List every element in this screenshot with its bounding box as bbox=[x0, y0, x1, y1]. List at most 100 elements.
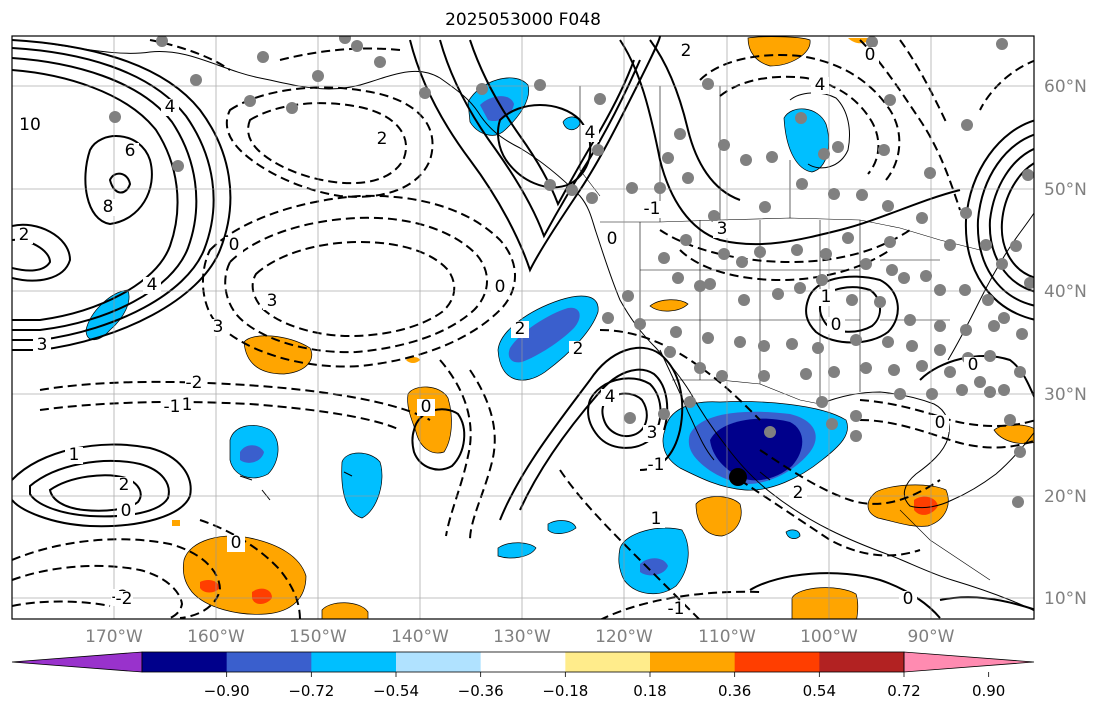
station-dot bbox=[257, 51, 269, 63]
longitude-label: 130°W bbox=[493, 627, 551, 647]
station-dot bbox=[624, 412, 636, 424]
colorbar-tick-label: 0.72 bbox=[887, 682, 920, 700]
positive-area bbox=[791, 587, 859, 619]
station-dot bbox=[816, 396, 828, 408]
positive-area bbox=[649, 299, 689, 312]
contour-label: 3 bbox=[647, 423, 658, 443]
station-dot bbox=[602, 312, 614, 324]
station-dot bbox=[988, 320, 1000, 332]
contour-positive bbox=[108, 172, 132, 194]
contour-negative bbox=[699, 54, 901, 181]
contour-label-bg bbox=[581, 125, 599, 142]
station-dot bbox=[860, 362, 872, 374]
contour-positive bbox=[12, 223, 72, 282]
station-dot bbox=[658, 408, 670, 420]
station-dot bbox=[984, 386, 996, 398]
longitude-labels: 170°W 160°W 150°W 140°W 130°W 120°W 110°W 100°W… bbox=[85, 627, 955, 647]
contour-positive bbox=[964, 119, 1034, 321]
station-dot bbox=[974, 376, 986, 388]
contour-label: 0 bbox=[229, 235, 240, 255]
border-alaska-canada bbox=[579, 86, 601, 197]
station-dot bbox=[916, 360, 928, 372]
station-dot bbox=[351, 40, 363, 52]
positive-core bbox=[252, 588, 272, 604]
station-dot bbox=[984, 350, 996, 362]
contour-negative bbox=[859, 39, 961, 211]
contour-label: 2 bbox=[515, 319, 526, 339]
contour-positive bbox=[749, 572, 941, 619]
station-dot bbox=[586, 192, 598, 204]
positive-area bbox=[172, 520, 180, 526]
station-dot bbox=[672, 272, 684, 284]
colorbar-tick-label: 0.54 bbox=[803, 682, 836, 700]
negative-core bbox=[710, 418, 803, 481]
contour-label: 1 bbox=[69, 445, 80, 465]
contour-label-bg bbox=[115, 591, 133, 608]
contour-positive bbox=[818, 286, 881, 333]
station-dot bbox=[846, 294, 858, 306]
contour-label: 1 bbox=[651, 509, 662, 529]
station-dot bbox=[716, 370, 728, 382]
contour-label: 4 bbox=[147, 275, 158, 295]
station-dot bbox=[856, 189, 868, 201]
contour-label-bg bbox=[161, 99, 179, 116]
station-dot bbox=[682, 172, 694, 184]
contour-negative bbox=[899, 39, 947, 123]
contour-negative bbox=[247, 102, 407, 185]
station-dot bbox=[820, 248, 832, 260]
contour-label-bg bbox=[263, 293, 281, 310]
colorbar-segment bbox=[650, 652, 736, 672]
station-dot bbox=[944, 366, 956, 378]
station-dot bbox=[812, 342, 824, 354]
contour-label-bg bbox=[33, 337, 51, 354]
contour-label-bg bbox=[15, 227, 33, 244]
station-dot bbox=[961, 119, 973, 131]
contour-label: -2 bbox=[186, 373, 203, 393]
contour-negative bbox=[201, 194, 516, 368]
station-dot bbox=[718, 139, 730, 151]
positive-core bbox=[200, 580, 220, 593]
contour-label-bg bbox=[115, 477, 133, 494]
station-dot bbox=[882, 200, 894, 212]
station-dot bbox=[738, 294, 750, 306]
contour-label-bg bbox=[373, 131, 391, 148]
station-dot bbox=[622, 290, 634, 302]
station-dot bbox=[684, 396, 696, 408]
map-panel: 108644320332-2-1-1-21200024022430-11-140… bbox=[12, 36, 1034, 619]
contour-positive bbox=[919, 355, 1034, 399]
contour-positive bbox=[497, 104, 592, 189]
station-dot bbox=[736, 256, 748, 268]
station-dot bbox=[772, 288, 784, 300]
contour-label-bg bbox=[163, 399, 181, 416]
station-dot bbox=[884, 94, 896, 106]
contour-negative bbox=[12, 538, 222, 619]
contour-label: 0 bbox=[865, 45, 876, 65]
negative-core bbox=[240, 445, 264, 463]
station-dot bbox=[906, 340, 918, 352]
contour-label: 10 bbox=[19, 115, 41, 135]
contour-negative bbox=[224, 216, 489, 354]
station-dot bbox=[766, 151, 778, 163]
latitude-label: 40°N bbox=[1044, 282, 1087, 302]
station-dot bbox=[934, 320, 946, 332]
station-dot bbox=[740, 154, 752, 166]
station-dot bbox=[566, 184, 578, 196]
longitude-label: 100°W bbox=[800, 627, 858, 647]
colorbar-tick-label: −0.54 bbox=[373, 682, 419, 700]
contour-label-bg bbox=[667, 601, 685, 618]
station-dot bbox=[924, 167, 936, 179]
station-dot bbox=[286, 102, 298, 114]
contour-label-bg bbox=[789, 485, 807, 502]
station-dot bbox=[786, 338, 798, 350]
station-dot bbox=[734, 336, 746, 348]
station-dot bbox=[708, 210, 720, 222]
contour-negative bbox=[659, 229, 911, 264]
contour-negative bbox=[251, 240, 456, 338]
station-markers bbox=[109, 36, 1034, 508]
contour-label-bg bbox=[647, 457, 665, 474]
negative-area bbox=[497, 542, 537, 559]
contour-label-bg bbox=[21, 117, 39, 134]
contour-label: -1 bbox=[644, 199, 661, 219]
colorbar-tick-label: −0.36 bbox=[458, 682, 504, 700]
station-dot bbox=[758, 370, 770, 382]
